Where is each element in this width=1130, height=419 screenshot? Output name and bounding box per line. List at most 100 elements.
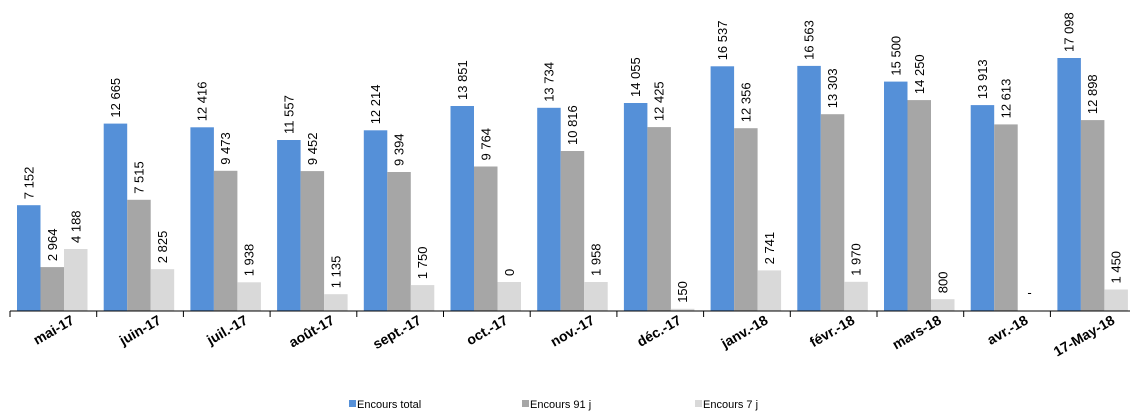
data-label-encours-total-mars-18: 15 500: [888, 36, 903, 76]
bar-encours-91-j-janv-18: [734, 128, 758, 311]
bar-encours-7-j-janv-18: [757, 270, 782, 311]
bar-encours-7-j-aout-17: [324, 294, 348, 311]
x-tick-label-nov-17: nov.-17: [548, 312, 598, 350]
bar-encours-total-juil-17: [190, 127, 214, 311]
data-label-encours-91-j-juil-17: 9 473: [218, 132, 233, 165]
legend-swatch-encours-total: [349, 400, 356, 407]
data-label-encours-91-j-sept-17: 9 394: [392, 133, 407, 166]
data-label-encours-total-fevr-18: 16 563: [802, 20, 817, 60]
bar-encours-total-mars-18: [884, 81, 908, 311]
data-label-encours-91-j-aout-17: 9 452: [305, 133, 320, 166]
bar-encours-91-j-juil-17: [213, 170, 238, 311]
data-label-encours-7-j-juin-17: 2 825: [155, 231, 170, 264]
x-tick-label-fevr-18: févr.-18: [807, 312, 858, 350]
x-tick-label-avr-18: avr.-18: [984, 312, 1031, 348]
data-label-encours-7-j-fevr-18: 1 970: [849, 243, 864, 276]
data-label-encours-total-sept-17: 12 214: [368, 85, 383, 125]
bars-group: [17, 58, 1128, 312]
data-label-encours-total-juil-17: 12 416: [195, 82, 210, 122]
x-tick-label-juin-17: juin-17: [116, 312, 164, 349]
data-label-encours-total-aout-17: 11 557: [281, 95, 296, 134]
data-labels-group: 7 152 2 964 4 188 12 665 7 515 2 825 12 416 9 4…: [21, 12, 1123, 303]
x-tick-label-janv-18: janv.-18: [717, 312, 770, 352]
bar-encours-91-j-aout-17: [300, 171, 325, 311]
data-label-encours-7-j-dec-17: 150: [675, 281, 690, 303]
x-tick-label-mai-17: mai-17: [30, 312, 77, 348]
bar-encours-total-avr-18: [970, 105, 995, 311]
x-axis-tick-labels: mai-17 juin-17 juil.-17 août-17 sept.-17 oct.…: [30, 312, 1117, 360]
data-label-encours-7-j-avr-18: -: [1027, 285, 1031, 300]
bar-encours-91-j-fevr-18: [820, 114, 845, 311]
data-label-encours-total-janv-18: 16 537: [715, 21, 730, 61]
legend-label-encours-7-j: Encours 7 j: [703, 399, 758, 411]
data-label-encours-total-avr-18: 13 913: [975, 59, 990, 99]
bar-encours-91-j-mai-17: [40, 267, 64, 311]
bar-encours-91-j-oct-17: [474, 166, 498, 311]
data-label-encours-91-j-oct-17: 9 764: [478, 128, 493, 161]
bar-encours-7-j-nov-17: [584, 282, 608, 311]
bar-encours-total-17-may-18: [1057, 58, 1081, 311]
x-tick-label-juil-17: juil.-17: [203, 312, 250, 349]
data-label-encours-7-j-janv-18: 2 741: [762, 232, 777, 265]
data-label-encours-7-j-nov-17: 1 958: [589, 243, 604, 276]
x-tick-label-17-may-18: 17-May-18: [1051, 312, 1118, 360]
data-label-encours-7-j-mai-17: 4 188: [68, 210, 83, 243]
data-label-encours-91-j-juin-17: 7 515: [131, 161, 146, 194]
data-label-encours-7-j-mars-18: 800: [935, 271, 950, 293]
bar-encours-91-j-avr-18: [994, 124, 1018, 312]
bar-encours-7-j-mai-17: [64, 249, 88, 311]
legend-swatch-encours-7-j: [695, 400, 702, 407]
data-label-encours-total-juin-17: 12 665: [108, 78, 123, 118]
bar-encours-7-j-fevr-18: [844, 281, 868, 311]
bar-encours-total-juin-17: [103, 123, 128, 311]
bar-encours-total-nov-17: [537, 107, 561, 311]
data-label-encours-7-j-aout-17: 1 135: [328, 256, 343, 289]
bar-encours-total-aout-17: [277, 140, 301, 311]
bar-encours-7-j-dec-17: [670, 308, 695, 311]
x-tick-label-aout-17: août-17: [286, 312, 337, 351]
data-label-encours-91-j-janv-18: 12 356: [738, 82, 753, 122]
bar-encours-7-j-oct-17: [497, 282, 521, 311]
bar-encours-91-j-dec-17: [647, 127, 671, 311]
data-label-encours-total-mai-17: 7 152: [21, 167, 36, 200]
data-label-encours-7-j-sept-17: 1 750: [415, 247, 430, 280]
bar-encours-7-j-17-may-18: [1104, 289, 1128, 311]
data-label-encours-total-oct-17: 13 851: [455, 60, 470, 100]
data-label-encours-7-j-17-may-18: 1 450: [1109, 251, 1124, 284]
data-label-encours-total-nov-17: 13 734: [542, 62, 557, 102]
data-label-encours-91-j-17-may-18: 12 898: [1085, 74, 1100, 114]
data-label-encours-7-j-juil-17: 1 938: [242, 244, 257, 277]
data-label-encours-total-17-may-18: 17 098: [1062, 12, 1077, 52]
x-axis-ticks: [9, 311, 1051, 317]
data-label-encours-91-j-mars-18: 14 250: [912, 54, 927, 94]
x-tick-label-dec-17: déc.-17: [634, 312, 684, 350]
legend-label-encours-total: Encours total: [357, 399, 421, 411]
bar-encours-91-j-17-may-18: [1080, 120, 1105, 311]
bar-encours-7-j-sept-17: [410, 285, 435, 311]
bar-encours-total-oct-17: [450, 106, 474, 311]
bar-encours-total-sept-17: [363, 130, 388, 311]
bar-encours-91-j-sept-17: [387, 172, 411, 311]
data-label-encours-91-j-avr-18: 12 613: [999, 79, 1014, 119]
data-label-encours-91-j-nov-17: 10 816: [565, 105, 580, 145]
data-label-encours-91-j-dec-17: 12 425: [652, 81, 667, 121]
bar-encours-91-j-nov-17: [560, 151, 585, 311]
legend: Encours total Encours 91 j Encours 7 j: [349, 399, 758, 411]
data-label-encours-total-dec-17: 14 055: [628, 57, 643, 97]
data-label-encours-91-j-fevr-18: 13 303: [825, 68, 840, 108]
bar-encours-total-dec-17: [623, 103, 648, 311]
legend-swatch-encours-91-j: [522, 400, 529, 407]
bar-encours-total-janv-18: [710, 66, 735, 311]
x-tick-label-sept-17: sept.-17: [370, 312, 424, 352]
bar-encours-total-mai-17: [17, 205, 41, 311]
bar-encours-total-fevr-18: [797, 65, 821, 312]
data-label-encours-7-j-oct-17: 0: [502, 269, 517, 276]
data-label-encours-91-j-mai-17: 2 964: [45, 229, 60, 262]
bar-encours-91-j-juin-17: [127, 199, 151, 311]
legend-label-encours-91-j: Encours 91 j: [530, 399, 591, 411]
x-tick-label-oct-17: oct.-17: [463, 312, 510, 349]
bar-encours-7-j-mars-18: [931, 299, 955, 311]
x-tick-label-mars-18: mars-18: [889, 312, 944, 353]
bar-encours-7-j-juin-17: [150, 269, 175, 311]
